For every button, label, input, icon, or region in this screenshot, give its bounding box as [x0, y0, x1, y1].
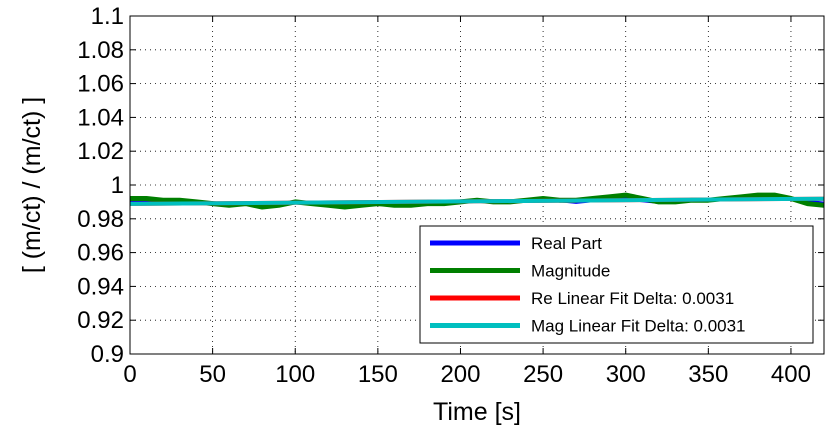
x-tick-label: 100	[275, 361, 315, 388]
x-tick-label: 0	[123, 361, 136, 388]
y-tick-label: 1.08	[77, 37, 124, 64]
x-tick-label: 200	[440, 361, 480, 388]
legend-label: Real Part	[531, 234, 602, 253]
x-tick-label: 250	[523, 361, 563, 388]
x-tick-label: 150	[358, 361, 398, 388]
legend-label: Mag Linear Fit Delta: 0.0031	[531, 317, 746, 336]
axis-ticks: 0 50 100 150 200 250 300 350 400 0.9 0.92 0.94 0.96 0…	[77, 3, 824, 388]
legend-label: Re Linear Fit Delta: 0.0031	[531, 289, 734, 308]
y-tick-label: 1	[111, 172, 124, 199]
grid	[130, 16, 824, 354]
y-tick-label: 0.92	[77, 307, 124, 334]
plot-series	[129, 192, 825, 210]
y-tick-label: 1.06	[77, 71, 124, 98]
y-tick-label: 0.98	[77, 206, 124, 233]
y-tick-label: 1.1	[91, 3, 124, 30]
y-tick-label: 1.04	[77, 104, 124, 131]
x-tick-label: 350	[688, 361, 728, 388]
x-axis-label: Time [s]	[433, 398, 521, 426]
y-axis-label: [ (m/ct) / (m/ct) ]	[18, 97, 46, 273]
y-tick-label: 1.02	[77, 138, 124, 165]
series-line-4	[129, 196, 825, 206]
x-tick-label: 50	[199, 361, 226, 388]
x-tick-label: 300	[606, 361, 646, 388]
legend: Real Part Magnitude Re Linear Fit Delta: 0…	[419, 225, 814, 344]
x-tick-label: 400	[771, 361, 811, 388]
legend-label: Magnitude	[531, 262, 610, 281]
y-tick-label: 0.94	[77, 273, 124, 300]
y-tick-label: 0.96	[77, 240, 124, 267]
y-tick-label: 0.9	[91, 341, 124, 368]
